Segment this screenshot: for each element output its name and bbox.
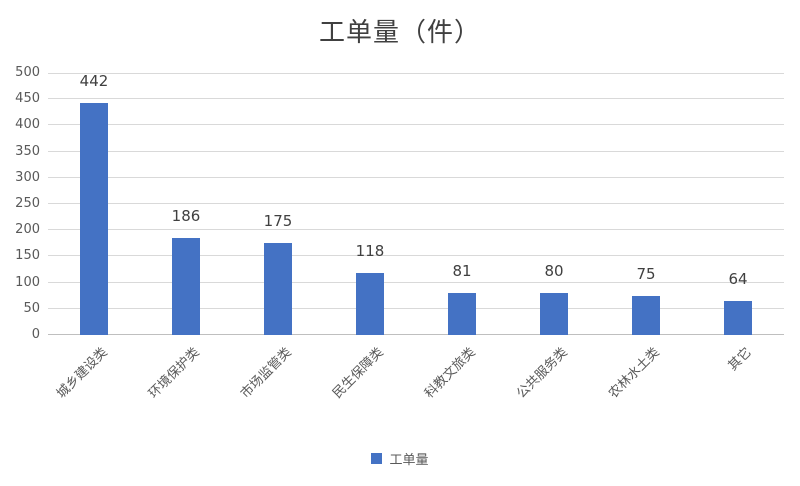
chart-title: 工单量（件） [318, 18, 481, 48]
bar-value-label: 186 [171, 207, 201, 225]
y-tick-label: 200 [15, 222, 40, 238]
bar-value-label: 80 [544, 262, 564, 280]
category-label: 市场监管类 [238, 345, 295, 402]
gridline [48, 98, 784, 99]
category-label: 农林水土类 [606, 345, 663, 402]
gridline [48, 282, 784, 283]
bar [632, 296, 660, 335]
gridline [48, 177, 784, 178]
y-tick-label: 500 [15, 65, 40, 80]
y-tick-label: 300 [15, 169, 40, 185]
y-tick-label: 350 [15, 143, 40, 159]
bar-value-label: 442 [79, 72, 109, 90]
bar [448, 293, 476, 335]
category-label: 城乡建设类 [54, 345, 111, 402]
gridline [48, 255, 784, 256]
plot-area: 442 186 175 118 81 80 75 64 [48, 72, 784, 335]
axis-line [48, 334, 784, 335]
bars-container: 442 186 175 118 81 80 75 64 [48, 72, 784, 335]
bar-slot: 80 [508, 73, 600, 335]
bar-value-label: 64 [728, 270, 748, 288]
bar-slot: 442 [48, 72, 140, 335]
gridline [48, 124, 784, 125]
category-label: 科教文旅类 [422, 345, 479, 402]
gridline [48, 229, 784, 230]
bar-slot: 64 [692, 73, 784, 335]
bar [80, 103, 108, 335]
bar-value-label: 175 [263, 212, 293, 230]
bar-value-label: 118 [355, 242, 385, 260]
bar-slot: 175 [232, 73, 324, 335]
y-tick-label: 450 [15, 91, 40, 107]
bar [724, 301, 752, 335]
bar [172, 238, 200, 335]
category-label: 民生保障类 [330, 345, 387, 402]
legend: 工单量 [0, 449, 800, 468]
bar-slot: 81 [416, 73, 508, 335]
bar [540, 293, 568, 335]
category-label: 其它 [725, 345, 755, 375]
bar-slot: 118 [324, 73, 416, 335]
bar-value-label: 75 [636, 265, 656, 283]
legend-swatch-icon [371, 453, 383, 464]
y-tick-label: 100 [15, 274, 40, 290]
bar-slot: 186 [140, 73, 232, 335]
category-label: 公共服务类 [514, 345, 571, 402]
gridline [48, 203, 784, 204]
bar-value-label: 81 [452, 262, 472, 280]
bar [356, 273, 384, 335]
gridline [48, 73, 784, 74]
legend-label: 工单量 [389, 453, 429, 468]
y-tick-label: 150 [15, 248, 40, 264]
gridline [48, 151, 784, 152]
y-tick-label: 0 [31, 327, 40, 342]
bar-slot: 75 [600, 73, 692, 335]
gridline [48, 308, 784, 309]
category-label: 环境保护类 [146, 345, 203, 402]
y-tick-label: 50 [23, 300, 40, 316]
y-tick-label: 400 [15, 117, 40, 133]
bar [264, 243, 292, 335]
y-tick-label: 250 [15, 196, 40, 211]
